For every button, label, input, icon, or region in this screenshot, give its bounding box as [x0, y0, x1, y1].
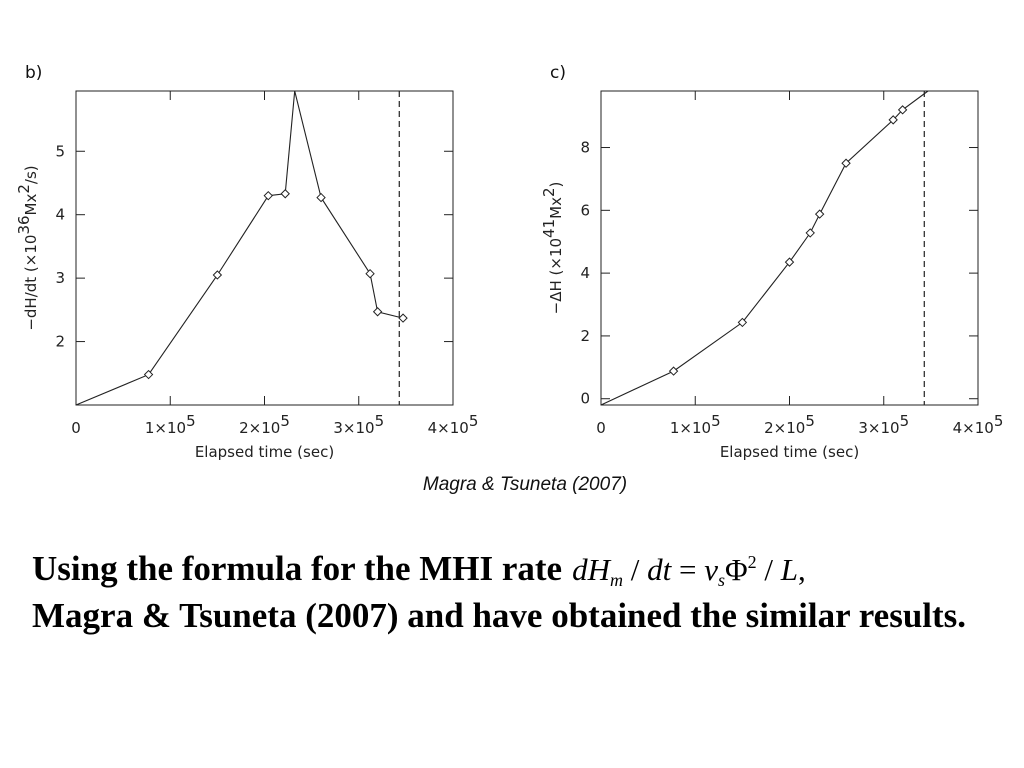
- y-tick-label: 2: [55, 333, 65, 351]
- data-point-marker: [398, 313, 408, 323]
- x-axis-label: Elapsed time (sec): [720, 443, 859, 461]
- formula-sub-s: s: [717, 570, 725, 590]
- data-point-marker: [841, 158, 851, 168]
- formula-phi: Φ: [725, 552, 748, 587]
- data-point-marker: [814, 209, 825, 219]
- formula-sub-m: m: [609, 570, 623, 590]
- x-tick-label: 2×105: [239, 412, 290, 437]
- x-tick-label: 4×105: [428, 412, 479, 437]
- y-tick-label: 0: [580, 390, 590, 408]
- data-point-marker: [805, 228, 815, 238]
- data-point-marker: [897, 105, 908, 115]
- data-point-marker: [372, 307, 383, 317]
- x-tick-label: 1×105: [145, 412, 196, 437]
- y-tick-label: 4: [580, 264, 590, 282]
- slide-body-text: Using the formula for the MHI rate dHm / …: [32, 546, 992, 639]
- x-tick-label: 3×105: [858, 412, 909, 437]
- panel-label: b): [25, 63, 42, 83]
- body-line-1: Using the formula for the MHI rate: [32, 549, 563, 588]
- formula-L: L: [780, 552, 799, 587]
- series-line: [75, 90, 404, 406]
- y-tick-label: 6: [580, 201, 590, 219]
- series-line: [600, 90, 929, 406]
- formula-sup-2: 2: [747, 552, 757, 572]
- y-tick-label: 2: [580, 327, 590, 345]
- x-tick-label: 2×105: [764, 412, 815, 437]
- formula-equals: =: [671, 552, 705, 587]
- x-tick-label: 4×105: [953, 412, 1004, 437]
- plot-frame: [600, 90, 979, 406]
- data-point-marker: [280, 189, 290, 199]
- chart-panel-b: b) 0 1×105 2×105 3×105 4×105 2 3 4 5 Elapsed time …: [15, 63, 478, 461]
- data-point-marker: [143, 369, 154, 380]
- formula-dt: dt: [647, 552, 672, 587]
- y-tick-label: 4: [55, 206, 65, 224]
- y-axis-label: −ΔH (×1041Mx2): [540, 182, 565, 315]
- data-point-marker: [784, 257, 795, 267]
- data-point-marker: [668, 366, 679, 376]
- x-tick-label: 1×105: [670, 412, 721, 437]
- figure-area: b) 0 1×105 2×105 3×105 4×105 2 3 4 5 Elapsed time …: [15, 63, 1003, 461]
- x-axis-label: Elapsed time (sec): [195, 443, 334, 461]
- data-point-marker: [212, 270, 223, 280]
- chart-panel-c: c) 0 1×105 2×105 3×105 4×105 0 2 4 6 8 Elapsed time…: [540, 63, 1003, 461]
- data-point-marker: [888, 115, 898, 125]
- formula-comma: ,: [798, 552, 806, 587]
- x-tick-label: 3×105: [333, 412, 384, 437]
- body-line-2: Magra & Tsuneta (2007) and have obtained…: [32, 596, 967, 635]
- data-point-marker: [316, 192, 326, 203]
- plot-frame: [75, 90, 454, 406]
- y-axis-label: −dH/dt (×1036Mx2/s): [15, 165, 40, 330]
- formula-dH: dH: [572, 552, 610, 587]
- x-tick-label: 0: [71, 419, 81, 437]
- y-tick-label: 8: [580, 139, 590, 157]
- formula-slash-1: /: [622, 552, 648, 587]
- data-point-marker: [737, 317, 748, 328]
- formula-v: v: [704, 552, 718, 587]
- formula-slash-2: /: [756, 552, 781, 587]
- y-tick-label: 5: [55, 142, 65, 160]
- data-point-marker: [263, 190, 273, 201]
- y-tick-label: 3: [55, 269, 65, 287]
- mhi-rate-formula: dHm / dt = vsΦ2 / L,: [572, 552, 806, 590]
- data-point-marker: [365, 268, 375, 279]
- x-tick-label: 0: [596, 419, 606, 437]
- figure-citation: Magra & Tsuneta (2007): [422, 474, 628, 495]
- panel-label: c): [550, 63, 566, 83]
